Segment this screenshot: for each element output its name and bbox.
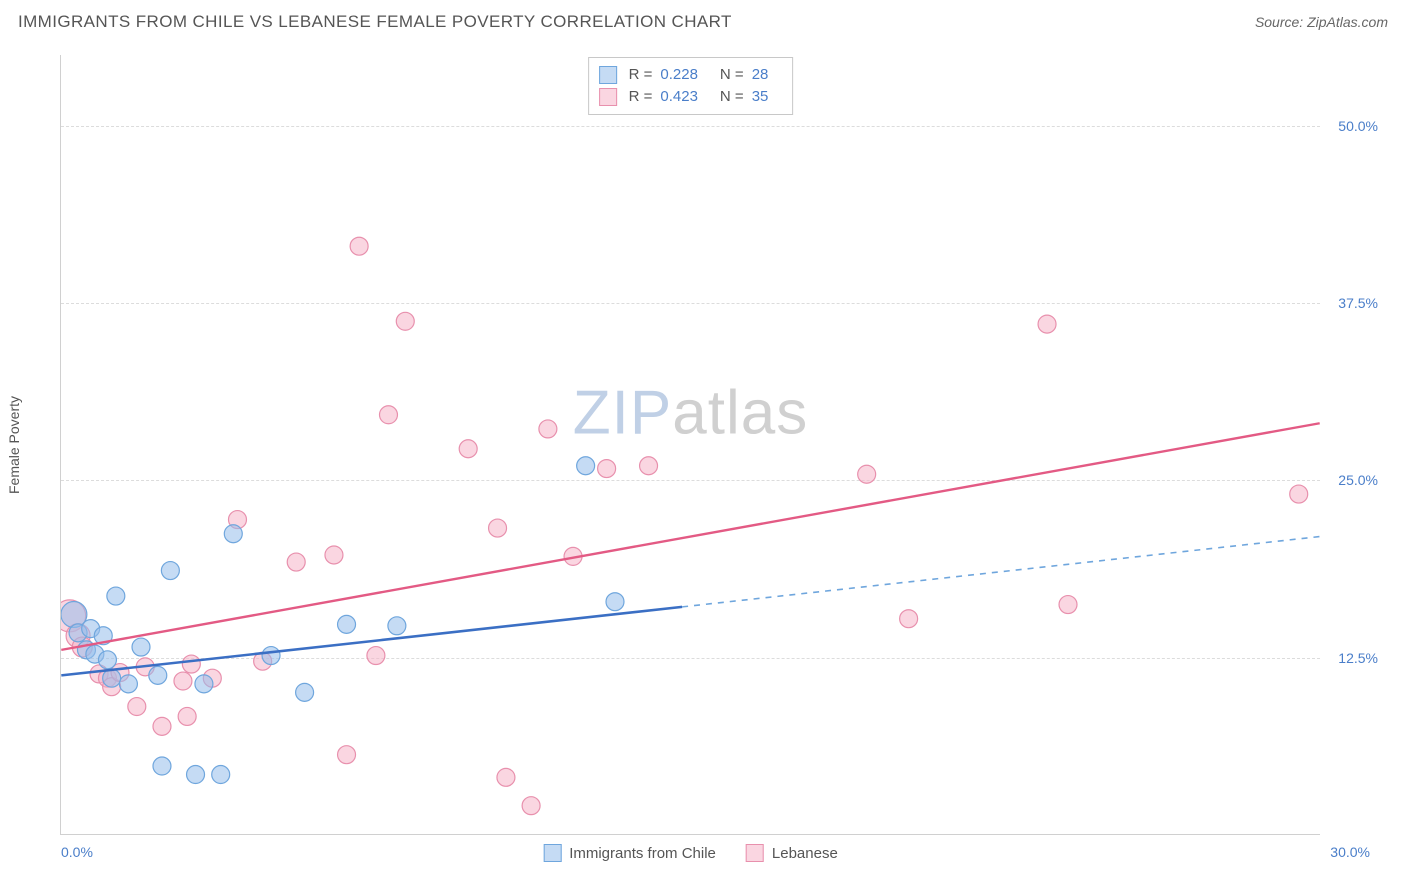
data-point [224,525,242,543]
data-point [1290,485,1308,503]
data-point [132,638,150,656]
chart-source: Source: ZipAtlas.com [1255,14,1388,30]
data-point [98,651,116,669]
data-point [262,647,280,665]
data-point [522,797,540,815]
x-tick-min: 0.0% [61,844,93,860]
trend-line [682,537,1320,607]
data-point [338,746,356,764]
data-point [858,465,876,483]
swatch-chile [599,66,617,84]
data-point [900,610,918,628]
legend-item-chile: Immigrants from Chile [543,844,716,862]
chart-container: Female Poverty ZIPatlas R = 0.228 N = 28… [40,55,1380,835]
data-point [161,562,179,580]
data-point [606,593,624,611]
data-point [350,237,368,255]
series-legend: Immigrants from Chile Lebanese [543,844,838,862]
chart-header: IMMIGRANTS FROM CHILE VS LEBANESE FEMALE… [0,0,1406,40]
trend-line [61,423,1319,650]
y-tick-label: 37.5% [1338,295,1378,311]
stats-legend: R = 0.228 N = 28 R = 0.423 N = 35 [588,57,794,115]
data-point [107,587,125,605]
data-point [379,406,397,424]
chart-title: IMMIGRANTS FROM CHILE VS LEBANESE FEMALE… [18,12,732,32]
data-point [325,546,343,564]
data-point [459,440,477,458]
data-point [128,698,146,716]
data-point [577,457,595,475]
data-point [338,615,356,633]
swatch-chile-icon [543,844,561,862]
data-point [153,717,171,735]
data-point [388,617,406,635]
plot-svg [61,55,1320,834]
data-point [178,707,196,725]
stats-row-chile: R = 0.228 N = 28 [599,64,779,86]
y-tick-label: 12.5% [1338,650,1378,666]
data-point [1059,596,1077,614]
data-point [103,669,121,687]
data-point [187,766,205,784]
data-point [153,757,171,775]
data-point [640,457,658,475]
data-point [489,519,507,537]
data-point [367,647,385,665]
trend-line [61,607,682,675]
data-point [174,672,192,690]
swatch-lebanese [599,88,617,106]
data-point [195,675,213,693]
data-point [119,675,137,693]
data-point [212,766,230,784]
y-tick-label: 25.0% [1338,472,1378,488]
y-tick-label: 50.0% [1338,118,1378,134]
data-point [497,768,515,786]
data-point [296,683,314,701]
data-point [1038,315,1056,333]
data-point [149,666,167,684]
data-point [182,655,200,673]
data-point [287,553,305,571]
data-point [396,312,414,330]
stats-row-lebanese: R = 0.423 N = 35 [599,86,779,108]
data-point [598,460,616,478]
plot-area: ZIPatlas R = 0.228 N = 28 R = 0.423 N = … [60,55,1320,835]
data-point [539,420,557,438]
x-tick-max: 30.0% [1330,844,1370,860]
swatch-lebanese-icon [746,844,764,862]
legend-item-lebanese: Lebanese [746,844,838,862]
y-axis-label: Female Poverty [6,396,22,494]
